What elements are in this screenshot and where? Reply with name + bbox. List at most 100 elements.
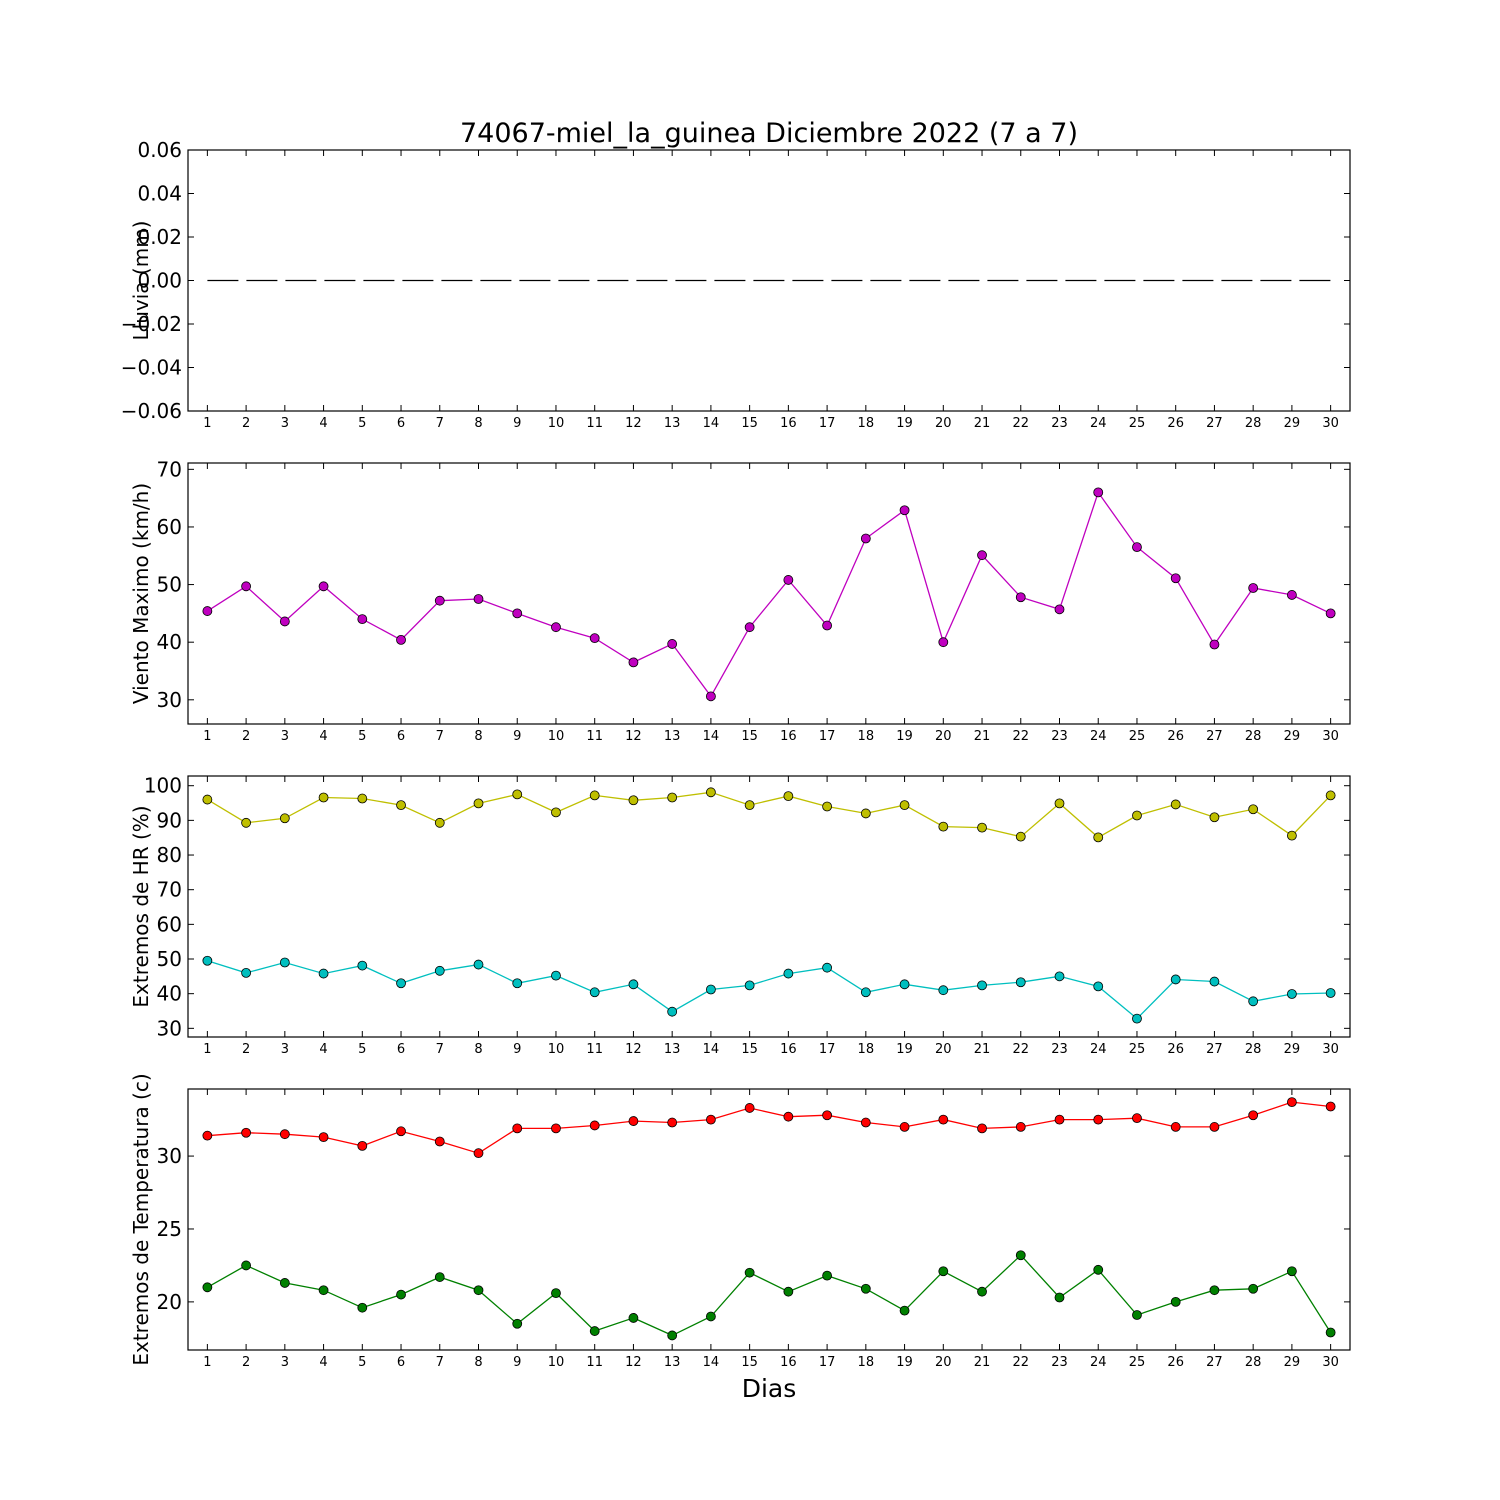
x-tick-label: 25	[1129, 1042, 1146, 1057]
data-point-temp_max	[1287, 1097, 1297, 1108]
data-point-temp_max	[977, 1123, 987, 1134]
x-tick-label: 29	[1284, 416, 1301, 431]
data-point-hr_min	[1248, 996, 1259, 1007]
data-point-temp_max	[1170, 1122, 1181, 1132]
data-point-temp_max	[473, 1148, 484, 1159]
x-tick-label: 1	[203, 416, 211, 431]
data-point-viento	[628, 657, 639, 668]
data-point-viento	[1132, 542, 1142, 553]
x-tick-label: 28	[1245, 1042, 1262, 1057]
data-point-temp_max	[357, 1140, 368, 1151]
x-tick-label: 13	[664, 416, 681, 431]
x-tick-label: 8	[474, 1042, 482, 1057]
x-tick-label: 2	[242, 729, 250, 744]
data-point-temp_max	[241, 1127, 252, 1138]
data-point-hr_min	[241, 967, 252, 978]
data-point-viento	[1015, 592, 1026, 603]
data-point-hr_max	[1325, 790, 1336, 801]
data-point-viento	[938, 637, 949, 648]
data-point-temp_max	[1132, 1113, 1142, 1124]
y-tick-label: 30	[157, 1144, 182, 1168]
data-point-hr_min	[473, 959, 484, 970]
x-tick-label: 14	[703, 416, 720, 431]
data-point-hr_min	[706, 984, 716, 995]
x-tick-label: 12	[625, 416, 642, 431]
x-tick-label: 10	[548, 416, 565, 431]
data-point-temp_min	[783, 1286, 794, 1297]
x-tick-label: 23	[1051, 729, 1068, 744]
data-point-hr_max	[628, 795, 639, 806]
data-point-hr_max	[434, 817, 445, 828]
data-point-viento	[396, 634, 406, 645]
data-point-viento	[1325, 608, 1336, 619]
data-point-viento	[1170, 573, 1181, 584]
series-line-temp_max	[207, 1101, 1331, 1154]
x-tick-label: 29	[1284, 729, 1301, 744]
x-tick-label: 11	[586, 1042, 603, 1057]
data-point-hr_min	[357, 960, 368, 971]
x-tick-label: 17	[819, 416, 836, 431]
data-point-temp_max	[860, 1117, 871, 1128]
data-point-hr_max	[744, 800, 755, 811]
x-tick-label: 12	[625, 1355, 642, 1370]
x-tick-label: 6	[397, 1042, 405, 1057]
x-tick-label: 27	[1206, 729, 1223, 744]
data-point-temp_max	[1015, 1122, 1026, 1132]
data-point-hr_min	[977, 980, 987, 991]
series-line-temp_min	[207, 1254, 1332, 1337]
data-point-temp_max	[1054, 1114, 1065, 1125]
x-tick-label: 30	[1322, 416, 1339, 431]
x-tick-label: 3	[281, 416, 289, 431]
data-point-temp_max	[1093, 1114, 1104, 1125]
data-point-hr_max	[1054, 798, 1065, 809]
data-point-temp_min	[744, 1267, 755, 1278]
x-tick-label: 23	[1051, 416, 1068, 431]
x-axis-label: Dias	[742, 1374, 797, 1403]
x-tick-label: 20	[935, 416, 952, 431]
x-tick-label: 16	[780, 416, 797, 431]
data-point-temp_max	[396, 1126, 406, 1137]
data-point-hr_max	[318, 792, 329, 803]
x-tick-label: 30	[1322, 1042, 1339, 1057]
x-tick-label: 27	[1206, 1042, 1223, 1057]
x-tick-label: 11	[586, 729, 603, 744]
x-tick-label: 20	[935, 1355, 952, 1370]
data-point-viento	[434, 595, 445, 606]
x-tick-label: 26	[1167, 729, 1184, 744]
data-point-temp_max	[822, 1110, 832, 1121]
data-point-viento	[357, 614, 368, 625]
x-tick-label: 2	[242, 1042, 250, 1057]
x-tick-label: 22	[1012, 1042, 1029, 1057]
data-point-hr_max	[860, 808, 871, 819]
x-tick-label: 7	[436, 416, 444, 431]
x-tick-label: 26	[1167, 1355, 1184, 1370]
x-tick-label: 5	[358, 729, 366, 744]
data-point-temp_max	[551, 1123, 561, 1134]
x-tick-label: 12	[625, 1042, 642, 1057]
data-point-temp_max	[202, 1130, 213, 1141]
x-tick-label: 27	[1206, 416, 1223, 431]
data-point-hr_min	[318, 968, 329, 979]
x-tick-label: 8	[474, 1355, 482, 1370]
data-point-temp_min	[551, 1288, 561, 1299]
y-tick-label: 0.04	[137, 182, 182, 206]
data-point-temp_max	[512, 1123, 523, 1134]
x-tick-label: 13	[664, 729, 681, 744]
x-tick-label: 12	[625, 729, 642, 744]
data-point-hr_min	[551, 970, 561, 981]
data-point-temp_min	[1054, 1292, 1065, 1303]
data-point-viento	[1287, 590, 1297, 600]
y-tick-label: 60	[157, 515, 182, 539]
data-point-temp_max	[783, 1111, 794, 1122]
data-point-viento	[1248, 583, 1259, 593]
data-point-viento	[977, 550, 987, 561]
data-point-viento	[551, 622, 561, 633]
x-tick-label: 16	[780, 1042, 797, 1057]
y-tick-label: 0.06	[137, 138, 182, 162]
data-point-hr_min	[1132, 1013, 1142, 1024]
data-point-viento	[1093, 487, 1104, 498]
y-axis-label: Extremos de HR (%)	[129, 805, 153, 1007]
data-point-hr_max	[589, 790, 600, 801]
